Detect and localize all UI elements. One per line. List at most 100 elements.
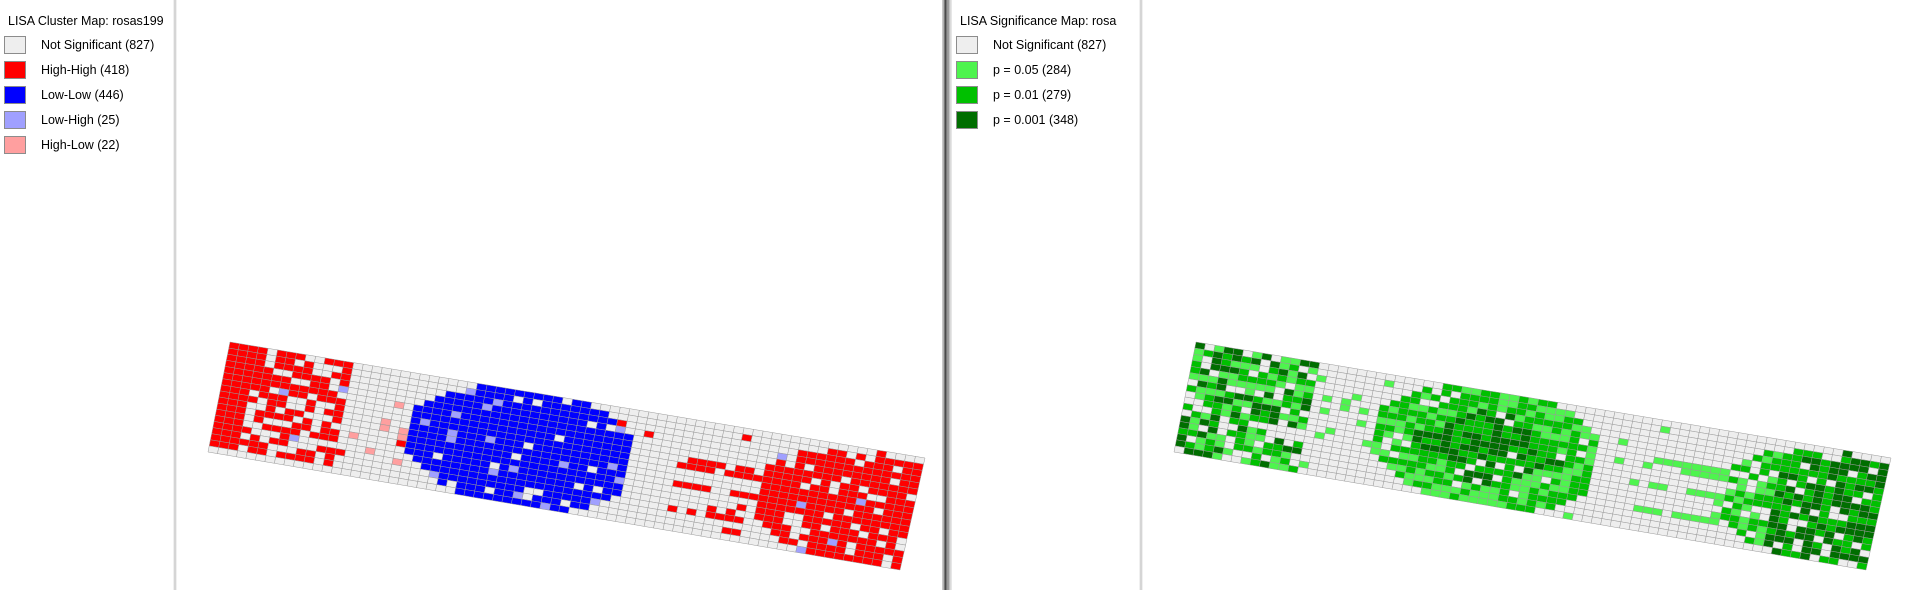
map-cell bbox=[1458, 494, 1470, 503]
map-cell bbox=[1173, 445, 1185, 454]
cluster-map-legend: LISA Cluster Map: rosas199 Not Significa… bbox=[0, 0, 170, 590]
legend-swatch bbox=[956, 86, 978, 104]
map-cell bbox=[330, 466, 343, 475]
map-cell bbox=[1391, 482, 1404, 492]
grid-cells bbox=[1173, 341, 1892, 571]
map-cell bbox=[236, 450, 248, 459]
grid-cells bbox=[207, 341, 926, 571]
map-cell bbox=[1439, 490, 1451, 500]
legend-swatch bbox=[956, 61, 978, 79]
map-cell bbox=[833, 552, 845, 561]
legend-swatch bbox=[4, 86, 26, 104]
cluster-map bbox=[207, 341, 926, 571]
significance-map-canvas[interactable] bbox=[1146, 0, 1908, 590]
map-cell bbox=[1856, 561, 1868, 571]
map-cell bbox=[1353, 476, 1366, 485]
map-cell bbox=[463, 489, 475, 498]
map-cell bbox=[1486, 498, 1498, 508]
map-cell bbox=[511, 497, 523, 506]
map-cell bbox=[567, 507, 580, 516]
map-cell bbox=[1761, 545, 1773, 555]
map-cell bbox=[416, 481, 428, 490]
map-cell bbox=[1543, 508, 1555, 517]
map-cell bbox=[482, 492, 494, 501]
map-cell bbox=[1401, 484, 1413, 493]
map-cell bbox=[1268, 461, 1280, 471]
map-cell bbox=[539, 502, 551, 511]
map-cell bbox=[1713, 537, 1726, 547]
cluster-legend-title: LISA Cluster Map: rosas199 bbox=[8, 14, 164, 28]
legend-swatch bbox=[4, 136, 26, 154]
legend-label: Not Significant (827) bbox=[41, 38, 155, 52]
map-cell bbox=[634, 518, 646, 527]
map-cell bbox=[1467, 495, 1479, 504]
map-cell bbox=[1230, 455, 1242, 464]
map-cell bbox=[1325, 471, 1337, 480]
legend-swatch bbox=[4, 61, 26, 79]
legend-swatch bbox=[956, 111, 978, 129]
map-cell bbox=[814, 548, 826, 558]
map-cell bbox=[1733, 540, 1745, 550]
map-cell bbox=[1695, 534, 1707, 543]
map-cell bbox=[1742, 542, 1754, 551]
map-cell bbox=[710, 531, 722, 540]
map-cell bbox=[1211, 452, 1223, 461]
map-cell bbox=[747, 537, 760, 547]
map-cell bbox=[1751, 544, 1764, 553]
map-cell bbox=[1676, 531, 1688, 540]
map-cell bbox=[549, 503, 561, 513]
map-cell bbox=[1562, 511, 1574, 521]
map-cell bbox=[1505, 502, 1517, 511]
map-cell bbox=[1259, 460, 1271, 469]
map-cell bbox=[1334, 473, 1347, 482]
map-cell bbox=[558, 505, 570, 514]
legend-label: p = 0.01 (279) bbox=[993, 88, 1072, 102]
map-cell bbox=[245, 452, 257, 461]
legend-splitter[interactable] bbox=[170, 0, 180, 590]
map-cell bbox=[226, 448, 238, 458]
map-cell bbox=[1306, 468, 1318, 477]
significance-map-legend: LISA Significance Map: rosa Not Signific… bbox=[952, 0, 1136, 590]
legend-label: High-Low (22) bbox=[41, 138, 120, 152]
map-cell bbox=[842, 553, 855, 563]
map-cell bbox=[302, 461, 314, 471]
window-divider[interactable] bbox=[942, 0, 952, 590]
map-cell bbox=[1590, 516, 1603, 525]
map-cell bbox=[1477, 497, 1489, 506]
map-cell bbox=[397, 477, 409, 487]
legend-label: Low-Low (446) bbox=[41, 88, 124, 102]
map-cell bbox=[368, 473, 381, 482]
map-cell bbox=[1287, 465, 1299, 474]
legend-label: Not Significant (827) bbox=[993, 38, 1107, 52]
map-cell bbox=[1192, 448, 1204, 458]
map-cell bbox=[1799, 552, 1811, 561]
map-cell bbox=[1571, 513, 1584, 522]
legend-splitter[interactable] bbox=[1136, 0, 1146, 590]
map-cell bbox=[1410, 486, 1422, 495]
map-cell bbox=[757, 539, 769, 548]
map-cell bbox=[1818, 555, 1830, 564]
map-cell bbox=[1420, 487, 1432, 496]
legend-swatch bbox=[4, 111, 26, 129]
map-cell bbox=[785, 544, 798, 553]
map-cell bbox=[349, 469, 362, 479]
map-cell bbox=[767, 540, 779, 550]
cluster-map-canvas[interactable] bbox=[180, 0, 942, 590]
map-cell bbox=[852, 555, 864, 564]
map-cell bbox=[1221, 453, 1233, 462]
map-cell bbox=[1344, 474, 1356, 483]
map-cell bbox=[1685, 532, 1697, 542]
map-cell bbox=[1552, 510, 1565, 519]
map-cell bbox=[586, 510, 599, 519]
map-cell bbox=[1846, 560, 1859, 569]
map-cell bbox=[1429, 489, 1441, 498]
map-cell bbox=[359, 471, 371, 480]
map-cell bbox=[473, 490, 485, 500]
map-cell bbox=[653, 521, 665, 530]
map-cell bbox=[1382, 481, 1394, 490]
map-cell bbox=[274, 456, 286, 466]
map-cell bbox=[795, 545, 807, 555]
map-cell bbox=[321, 465, 333, 474]
map-cell bbox=[1666, 529, 1679, 538]
map-cell bbox=[577, 508, 589, 517]
